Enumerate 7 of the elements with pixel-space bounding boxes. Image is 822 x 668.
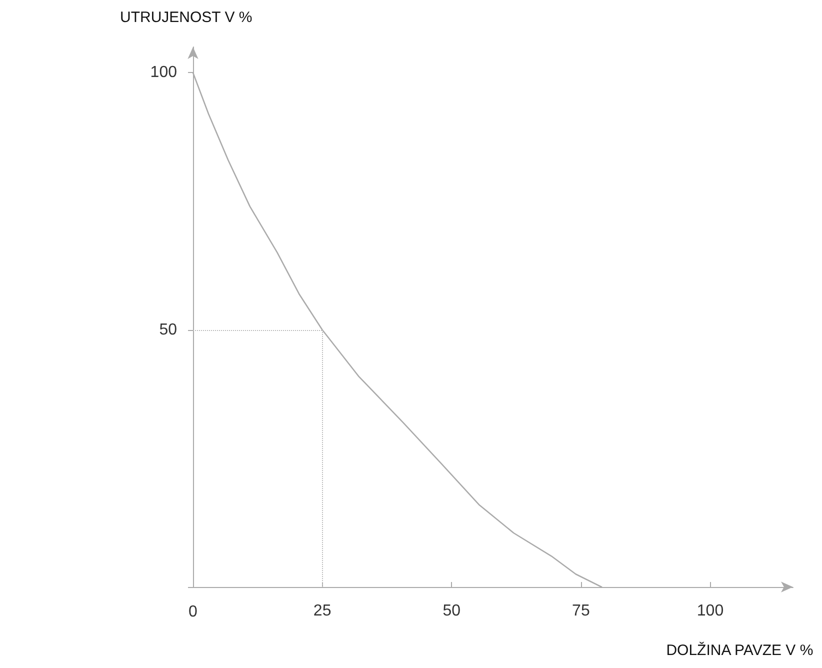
- x-tick-label: 0: [188, 604, 198, 620]
- y-axis-title: UTRUJENOST V %: [120, 9, 252, 26]
- x-tick-label: 50: [442, 602, 461, 620]
- x-tick-label: 75: [572, 602, 590, 620]
- x-axis-title: DOLŽINA PAVZE V %: [666, 641, 814, 659]
- x-tick-label: 25: [313, 602, 332, 620]
- x-tick-label: 100: [696, 602, 724, 620]
